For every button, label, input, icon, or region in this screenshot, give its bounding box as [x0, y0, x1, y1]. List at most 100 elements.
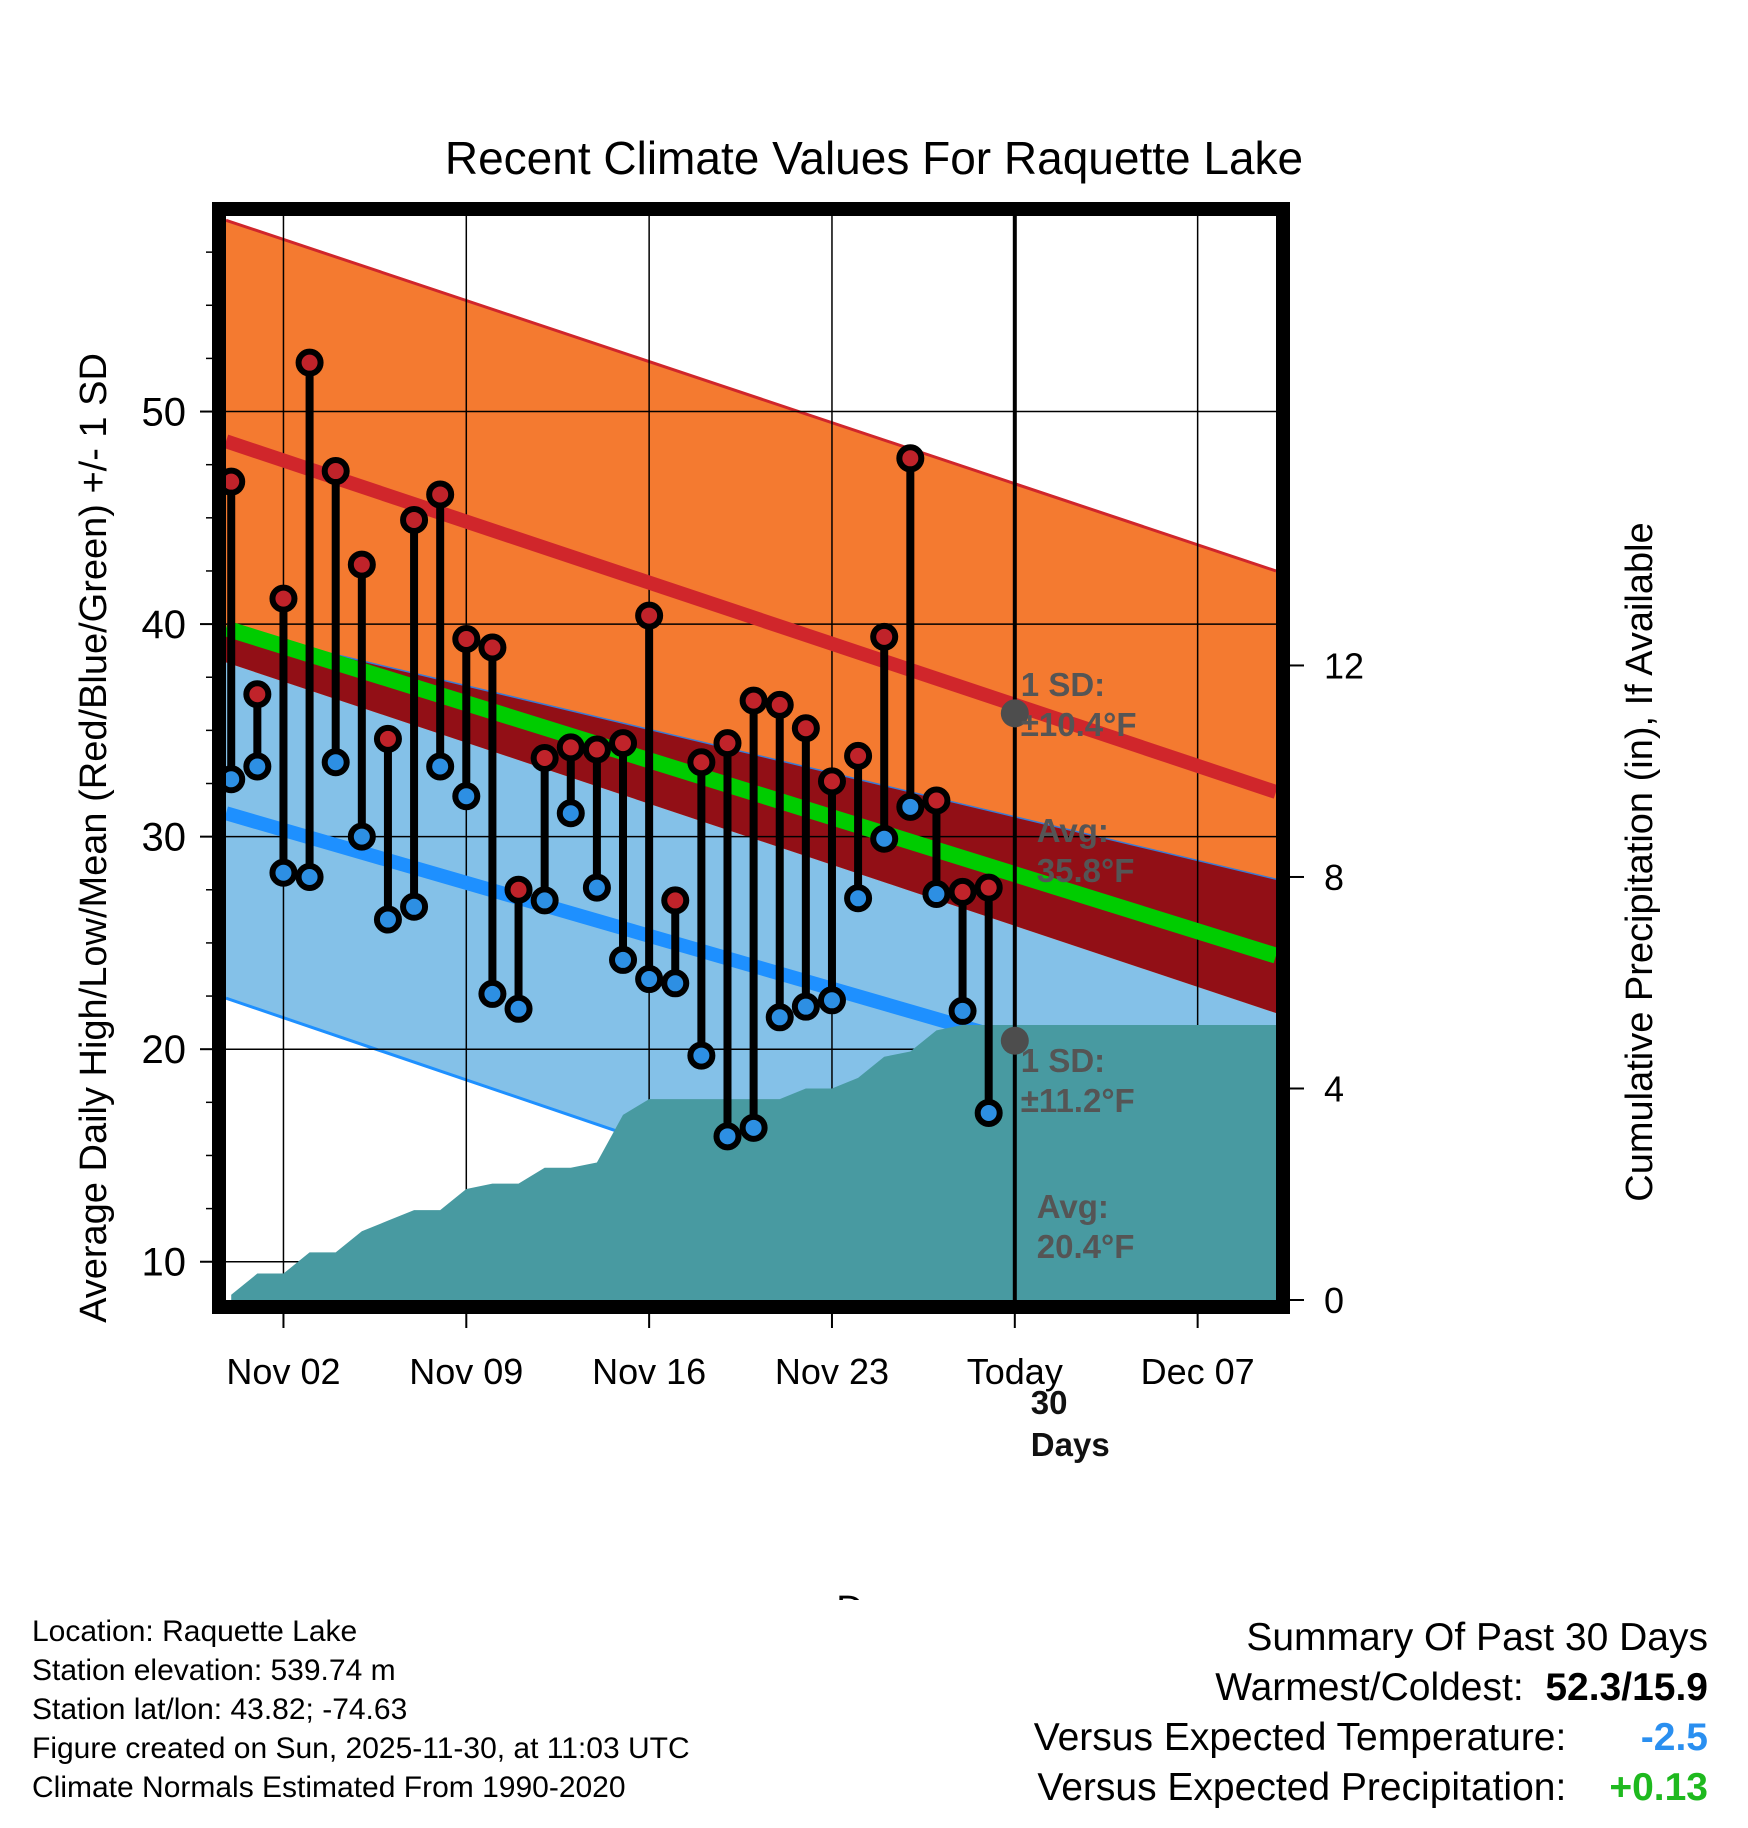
precip-label: Versus Expected Precipitation: [1037, 1766, 1567, 1809]
daily-high-point [713, 729, 742, 758]
low-avg-label: Avg: [1037, 1188, 1109, 1225]
daily-low-point [870, 824, 899, 853]
daily-high-point [739, 686, 768, 715]
summary-panel: Summary Of Past 30 Days Warmest/Coldest:… [1034, 1613, 1708, 1813]
daily-high-point [347, 550, 376, 579]
daily-high-point [922, 786, 951, 815]
daily-high-point [870, 622, 899, 651]
x-tick-label: Nov 02 [226, 1351, 340, 1392]
normal-high-line [226, 434, 1276, 799]
daily-low-point [295, 863, 324, 892]
daily-high-point [896, 444, 925, 473]
low-sd-label: 1 SD: [1021, 1042, 1105, 1079]
daily-low-point [478, 979, 507, 1008]
daily-high-point [478, 633, 507, 662]
daily-low-point [243, 752, 272, 781]
y-tick-label: 20 [142, 1028, 187, 1072]
y2-tick-label: 12 [1324, 645, 1364, 686]
x-tick-label: Dec 07 [1141, 1351, 1255, 1392]
elevation-text: Station elevation: 539.74 m [32, 1654, 396, 1687]
daily-high-point [426, 480, 455, 509]
summary-temp-row: Versus Expected Temperature: -2.5 [1034, 1713, 1708, 1763]
daily-high-point [582, 735, 611, 764]
daily-low-point [739, 1113, 768, 1142]
daily-low-point [896, 792, 925, 821]
daily-high-point [765, 690, 794, 719]
daily-low-point [426, 752, 455, 781]
y-tick-label: 40 [142, 603, 187, 647]
warmest-label: Warmest/Coldest: [1215, 1666, 1524, 1709]
daily-high-point [295, 348, 324, 377]
daily-high-point [974, 873, 1003, 902]
temp-value: -2.5 [1640, 1716, 1708, 1759]
daily-low-point [765, 1003, 794, 1032]
daily-high-point [791, 714, 820, 743]
days-count: 30 [1031, 1384, 1068, 1421]
high-sd-label: 1 SD: [1021, 666, 1105, 703]
high-avg-label: Avg: [1037, 812, 1109, 849]
high-sd-value: ±10.4°F [1021, 706, 1137, 743]
y2-axis-title: Cumulative Precipitation (in), If Availa… [1619, 522, 1661, 1201]
daily-high-point [452, 624, 481, 653]
latlon-text: Station lat/lon: 43.82; -74.63 [32, 1693, 408, 1726]
y-tick-label: 50 [142, 391, 187, 435]
y-axis-title: Average Daily High/Low/Mean (Red/Blue/Gr… [73, 353, 115, 1323]
daily-low-point [582, 873, 611, 902]
daily-high-point [635, 601, 664, 630]
y-tick-label: 30 [142, 816, 187, 860]
y-tick-label: 10 [142, 1241, 187, 1285]
y2-tick-label: 8 [1324, 857, 1344, 898]
daily-low-point [817, 986, 846, 1015]
plot-content [226, 216, 1276, 1300]
today-high-avg-marker [1000, 699, 1029, 728]
daily-high-point [687, 748, 716, 777]
climate-chart: Recent Climate Values For Raquette Lake … [73, 132, 1661, 1600]
daily-low-point [922, 880, 951, 909]
x-tick-label: Nov 23 [775, 1351, 889, 1392]
daily-low-point [400, 892, 429, 921]
daily-high-point [321, 457, 350, 486]
daily-high-point [948, 877, 977, 906]
daily-high-point [226, 467, 246, 496]
daily-low-point [321, 748, 350, 777]
daily-high-point [844, 741, 873, 770]
daily-high-point [373, 724, 402, 753]
daily-high-point [661, 886, 690, 915]
summary-title: Summary Of Past 30 Days [1246, 1616, 1708, 1659]
daily-high-point [530, 744, 559, 772]
daily-high-point [269, 584, 298, 613]
daily-low-point [974, 1098, 1003, 1127]
low-sd-value: ±11.2°F [1021, 1082, 1135, 1119]
x-axis-title: Day [836, 1589, 904, 1600]
today-low-avg-marker [1000, 1026, 1029, 1055]
daily-low-point [791, 992, 820, 1021]
precip-value: +0.13 [1609, 1766, 1708, 1809]
x-tick-label: Nov 16 [592, 1351, 706, 1392]
daily-low-point [687, 1041, 716, 1070]
chart-title: Recent Climate Values For Raquette Lake [445, 132, 1303, 184]
daily-low-point [635, 965, 664, 994]
daily-low-point [452, 782, 481, 811]
summary-warmest-row: Warmest/Coldest: 52.3/15.9 [1034, 1663, 1708, 1713]
x-tick-label: Today [967, 1351, 1063, 1392]
normals-text: Climate Normals Estimated From 1990-2020 [32, 1771, 626, 1804]
daily-high-point [504, 875, 533, 904]
high-avg-value: 35.8°F [1037, 852, 1135, 889]
location-text: Location: Raquette Lake [32, 1615, 358, 1648]
plot-frame [212, 202, 1290, 1314]
warmest-value: 52.3/15.9 [1545, 1666, 1708, 1709]
daily-low-point [556, 799, 585, 828]
high-sd-upper-edge [226, 218, 1276, 573]
daily-low-point [844, 884, 873, 913]
daily-low-point [269, 858, 298, 887]
daily-high-point [556, 733, 585, 762]
daily-low-point [713, 1122, 742, 1151]
daily-low-point [504, 994, 533, 1023]
daily-low-point [948, 996, 977, 1025]
daily-low-point [373, 905, 402, 934]
days-label: Days [1031, 1426, 1110, 1463]
daily-high-point [243, 680, 272, 709]
x-tick-label: Nov 09 [409, 1351, 523, 1392]
daily-low-point [609, 945, 638, 974]
daily-high-point [609, 729, 638, 758]
